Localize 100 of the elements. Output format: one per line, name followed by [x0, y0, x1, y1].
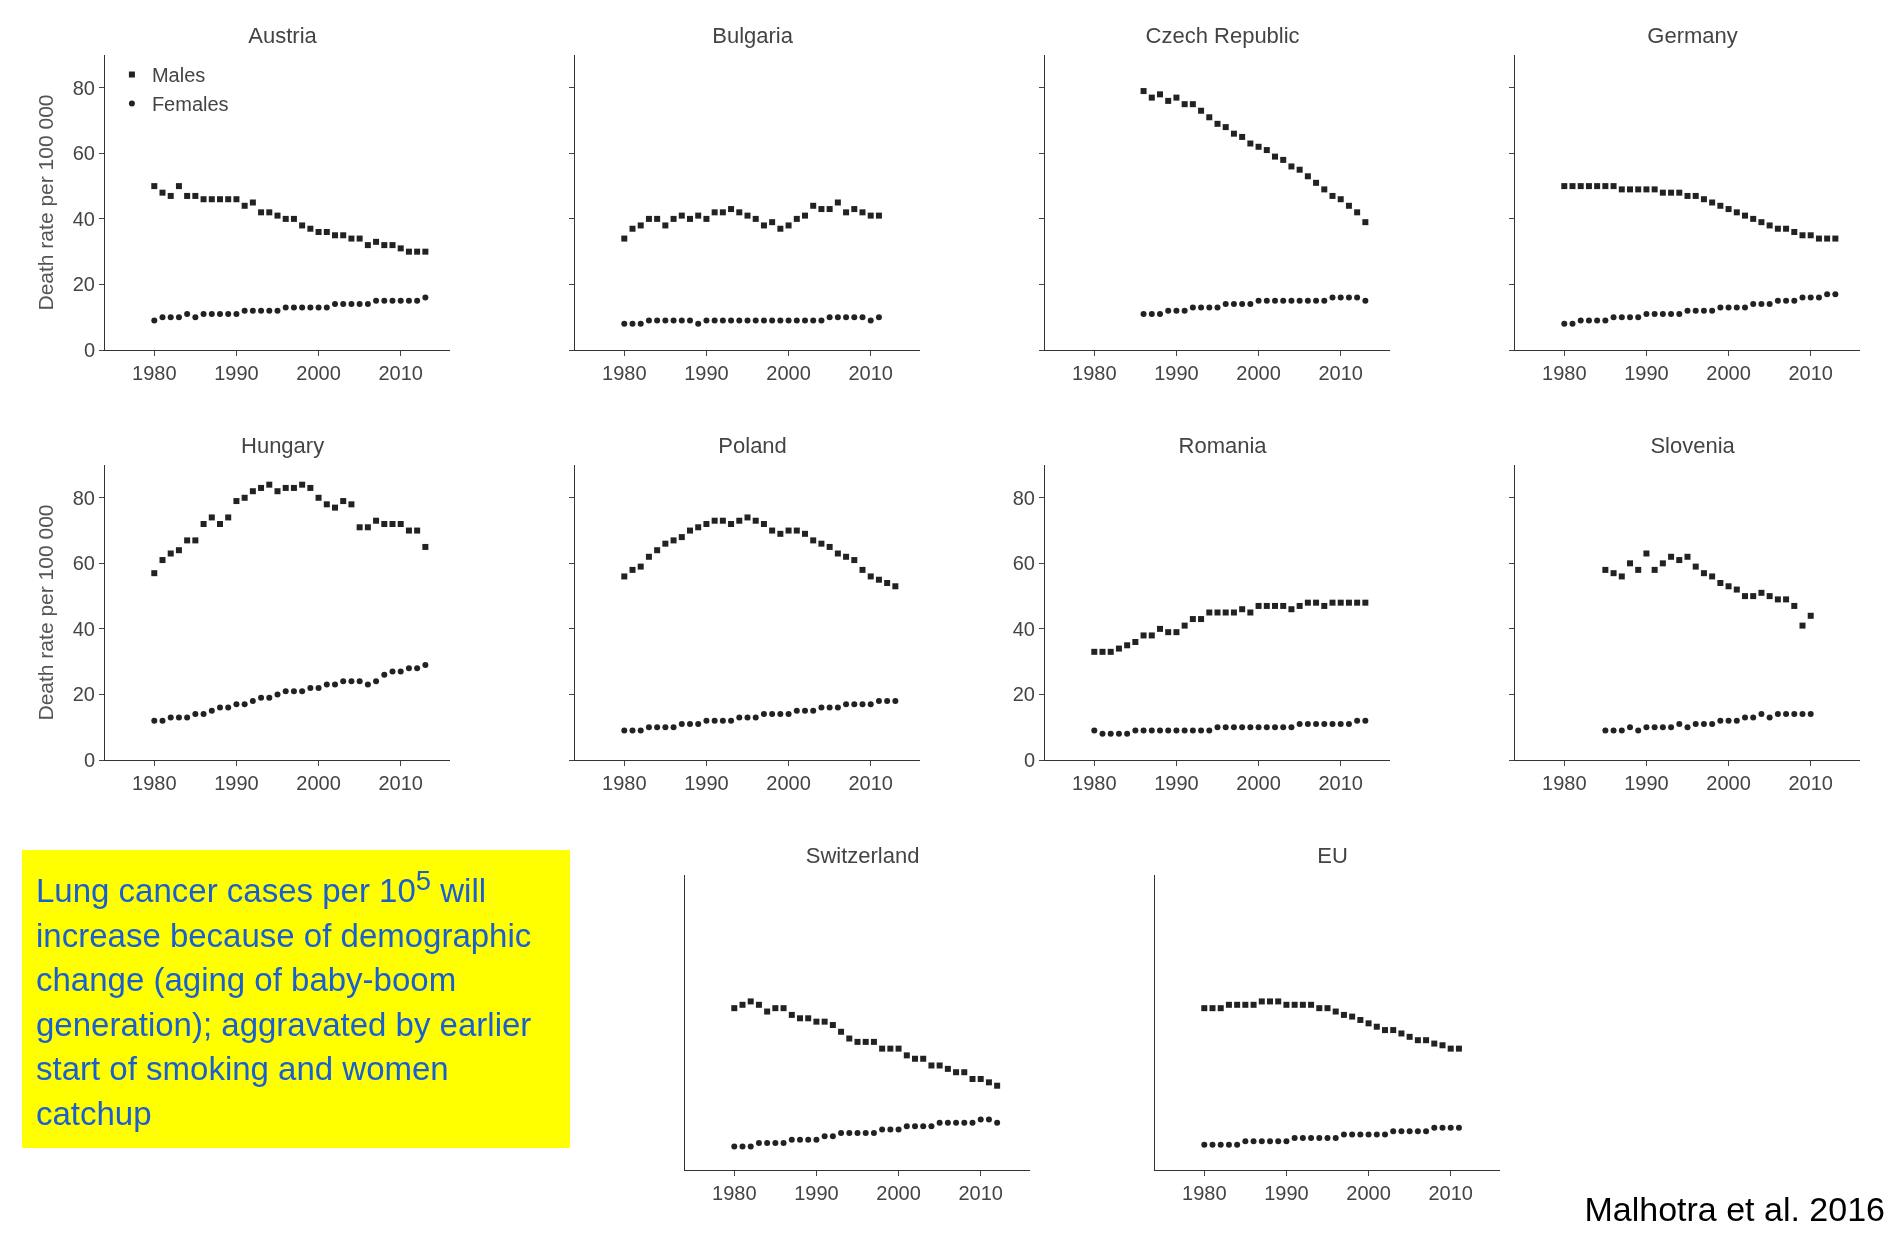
- point: [364, 301, 371, 308]
- point: [1165, 97, 1172, 104]
- point: [867, 317, 874, 324]
- x-tick-label: 1980: [132, 362, 177, 384]
- point: [1296, 720, 1303, 727]
- point: [1337, 599, 1344, 606]
- x-tick-label: 1980: [1072, 772, 1117, 794]
- point: [854, 1038, 861, 1045]
- point: [1148, 94, 1155, 101]
- point: [1362, 219, 1369, 226]
- point: [1267, 998, 1273, 1005]
- point: [813, 1018, 820, 1025]
- point: [1832, 291, 1839, 298]
- point: [1354, 717, 1361, 724]
- point: [826, 543, 833, 550]
- point: [1382, 1027, 1388, 1034]
- point: [1799, 232, 1806, 239]
- point: [1447, 1045, 1454, 1052]
- point: [1569, 320, 1576, 327]
- point: [1659, 560, 1666, 567]
- point: [769, 711, 776, 718]
- point: [695, 720, 702, 727]
- point: [637, 222, 644, 229]
- point: [777, 530, 784, 537]
- x-tick-label: 2000: [296, 362, 341, 384]
- point: [1815, 235, 1822, 242]
- point: [670, 724, 677, 731]
- point: [1337, 294, 1344, 301]
- point: [1651, 566, 1658, 573]
- point: [805, 1015, 812, 1022]
- point: [151, 717, 158, 724]
- point: [1296, 602, 1303, 609]
- point: [645, 215, 652, 222]
- x-tick-label: 1980: [712, 1182, 757, 1204]
- point: [662, 724, 669, 731]
- point: [159, 557, 166, 564]
- point: [1668, 553, 1675, 560]
- point: [1181, 307, 1188, 314]
- point: [1362, 297, 1369, 304]
- point: [217, 521, 223, 527]
- point: [994, 1082, 1001, 1089]
- point: [274, 212, 281, 219]
- point: [892, 698, 899, 704]
- point: [695, 212, 702, 219]
- point: [802, 212, 808, 219]
- point: [1659, 724, 1666, 731]
- x-tick-label: 1990: [1264, 1182, 1309, 1204]
- point: [859, 314, 866, 321]
- point: [175, 714, 182, 721]
- x-tick-label: 1980: [1072, 362, 1117, 384]
- point: [1107, 648, 1114, 655]
- point: [805, 1136, 812, 1143]
- point: [274, 307, 281, 314]
- point: [1758, 219, 1765, 226]
- point: [373, 678, 380, 685]
- point: [1717, 304, 1724, 311]
- point: [670, 215, 677, 222]
- point: [1263, 297, 1270, 304]
- point: [282, 688, 289, 695]
- x-tick-label: 2010: [1788, 772, 1833, 794]
- point: [1635, 186, 1642, 193]
- point: [1577, 183, 1584, 190]
- point: [1242, 1138, 1249, 1145]
- point: [879, 1045, 886, 1052]
- point: [912, 1055, 918, 1062]
- point: [1313, 599, 1320, 606]
- point: [266, 307, 273, 314]
- y-axis-title: Death rate per 100 000: [34, 504, 57, 721]
- point: [1288, 724, 1295, 731]
- legend-label: Females: [151, 93, 229, 116]
- point: [356, 524, 363, 531]
- point: [1354, 209, 1361, 216]
- point: [1439, 1042, 1446, 1049]
- point: [1230, 724, 1237, 731]
- point: [1267, 1138, 1273, 1145]
- point: [167, 314, 174, 321]
- point: [1206, 609, 1213, 616]
- point: [687, 317, 693, 324]
- point: [1209, 1005, 1216, 1012]
- point: [364, 524, 371, 531]
- point: [1222, 124, 1229, 131]
- x-tick-label: 1980: [1542, 772, 1587, 794]
- point: [944, 1119, 951, 1126]
- point: [159, 314, 166, 321]
- y-tick-label: 20: [72, 273, 95, 296]
- chart-title: Hungary: [241, 432, 325, 458]
- point: [867, 701, 874, 708]
- point: [1750, 215, 1757, 222]
- point: [854, 1129, 861, 1136]
- chart-title: Bulgaria: [712, 22, 794, 48]
- y-tick-label: 40: [72, 207, 95, 230]
- point: [1733, 209, 1740, 216]
- point: [1709, 307, 1716, 314]
- point: [348, 235, 355, 242]
- point: [662, 317, 669, 324]
- point: [1198, 107, 1205, 114]
- point: [920, 1055, 927, 1062]
- chart-title: Czech Republic: [1145, 22, 1300, 48]
- point: [1627, 186, 1633, 193]
- point: [755, 1001, 762, 1008]
